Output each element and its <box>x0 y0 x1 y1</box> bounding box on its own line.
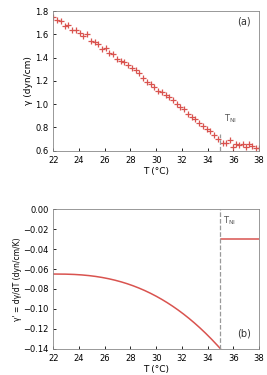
X-axis label: T (°C): T (°C) <box>143 365 169 374</box>
Text: (a): (a) <box>237 17 251 27</box>
X-axis label: T (°C): T (°C) <box>143 167 169 176</box>
Y-axis label: γ' = dγ/dT (dyn/cm/K): γ' = dγ/dT (dyn/cm/K) <box>13 237 22 321</box>
Y-axis label: γ (dyn/cm): γ (dyn/cm) <box>23 57 33 105</box>
Text: T$_{\mathregular{NI}}$: T$_{\mathregular{NI}}$ <box>223 214 236 227</box>
Text: T$_{\mathregular{NI}}$: T$_{\mathregular{NI}}$ <box>224 112 237 125</box>
Text: (b): (b) <box>237 329 251 339</box>
